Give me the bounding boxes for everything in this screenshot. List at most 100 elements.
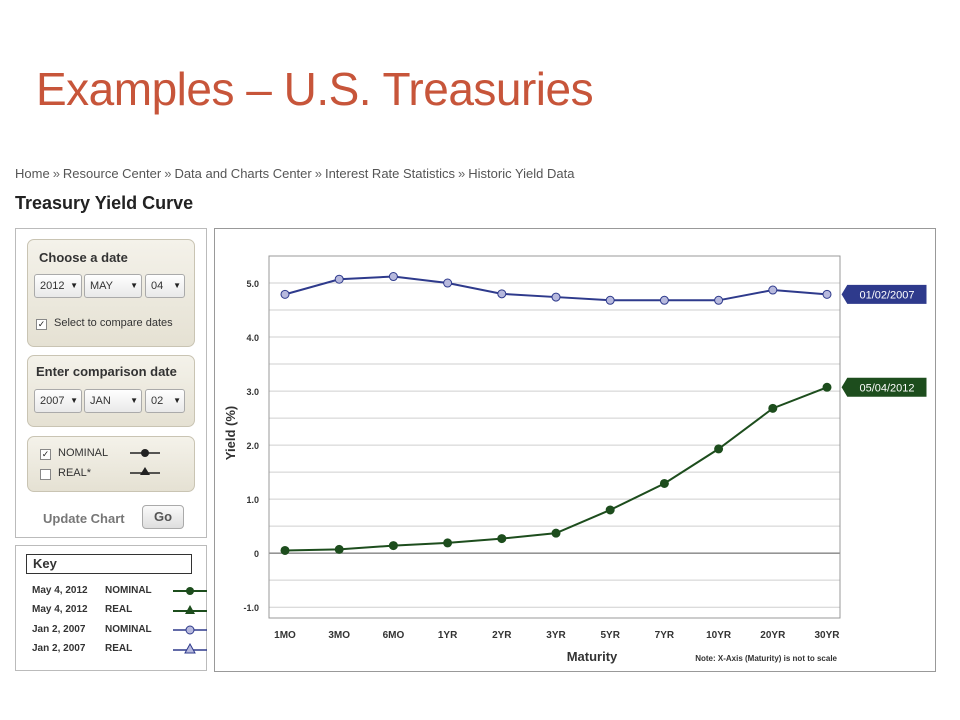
y-tick-label: 1.0 bbox=[246, 495, 259, 505]
chevron-down-icon: ▼ bbox=[130, 396, 138, 405]
go-button[interactable]: Go bbox=[142, 505, 184, 529]
x-tick-label: 3MO bbox=[328, 630, 350, 641]
yield-curve-chart: 5.0 4.0 3.0 2.0 1.0 0 -1.0 1MO 3MO 6MO 1YR 2YR 3YR 5Y… bbox=[214, 228, 936, 672]
data-point bbox=[822, 382, 832, 392]
x-tick-label: 3YR bbox=[546, 630, 566, 641]
x-tick-label: 30YR bbox=[814, 630, 840, 641]
yield-curve-svg: 5.0 4.0 3.0 2.0 1.0 0 -1.0 1MO 3MO 6MO 1YR 2YR 3YR 5Y… bbox=[223, 255, 928, 664]
data-point bbox=[497, 534, 507, 544]
triangle-open-marker-icon bbox=[173, 643, 207, 654]
day-select-value: 04 bbox=[151, 280, 164, 292]
chart-controls-panel: Choose a date 2012 ▼ MAY ▼ 04 ▼ ✓ Select… bbox=[15, 228, 207, 538]
x-tick-label: 10YR bbox=[706, 630, 732, 641]
real-checkbox[interactable] bbox=[40, 469, 51, 480]
breadcrumb-interest-rate-statistics[interactable]: Interest Rate Statistics bbox=[324, 166, 456, 181]
slide-title: Examples – U.S. Treasuries bbox=[36, 63, 594, 115]
nominal-checkbox[interactable]: ✓ bbox=[40, 449, 51, 460]
plot-area-border bbox=[268, 255, 841, 619]
breadcrumb-separator: » bbox=[314, 166, 322, 181]
comparison-day-select[interactable]: 02 ▼ bbox=[145, 389, 185, 413]
key-date: May 4, 2012 bbox=[32, 604, 88, 615]
y-tick-label: -1.0 bbox=[243, 603, 259, 613]
data-point bbox=[714, 295, 724, 305]
data-point bbox=[443, 278, 453, 288]
comparison-date-box: Enter comparison date 2007 ▼ JAN ▼ 02 ▼ bbox=[27, 355, 195, 427]
data-point bbox=[497, 289, 507, 299]
data-point bbox=[280, 545, 290, 555]
month-select[interactable]: MAY ▼ bbox=[84, 274, 142, 298]
chevron-down-icon: ▼ bbox=[70, 281, 78, 290]
circle-filled-marker-icon bbox=[173, 587, 207, 595]
data-point bbox=[334, 544, 344, 554]
y-tick-label: 4.0 bbox=[246, 333, 259, 343]
breadcrumb-separator: » bbox=[52, 166, 60, 181]
page-title: Treasury Yield Curve bbox=[15, 193, 194, 213]
key-type: REAL bbox=[105, 604, 133, 615]
breadcrumb: Home» Resource Center» Data and Charts Cen… bbox=[15, 166, 574, 181]
compare-dates-checkbox[interactable]: ✓ bbox=[36, 319, 47, 330]
x-tick-label: 20YR bbox=[760, 630, 786, 641]
data-point bbox=[388, 272, 398, 282]
chevron-down-icon: ▼ bbox=[70, 396, 78, 405]
data-point bbox=[443, 538, 453, 548]
x-tick-label: 1YR bbox=[438, 630, 458, 641]
key-date: Jan 2, 2007 bbox=[32, 643, 86, 654]
y-tick-label: 3.0 bbox=[246, 387, 259, 397]
chevron-down-icon: ▼ bbox=[130, 281, 138, 290]
series-flag-label: 05/04/2012 bbox=[859, 382, 914, 394]
breadcrumb-separator: » bbox=[164, 166, 172, 181]
breadcrumb-separator: » bbox=[458, 166, 466, 181]
comparison-month-select[interactable]: JAN ▼ bbox=[84, 389, 142, 413]
key-row: Jan 2, 2007 REAL bbox=[32, 643, 207, 657]
y-tick-label: 5.0 bbox=[246, 279, 259, 289]
comparison-month-value: JAN bbox=[90, 395, 111, 407]
comparison-year-select[interactable]: 2007 ▼ bbox=[34, 389, 82, 413]
choose-date-box: Choose a date 2012 ▼ MAY ▼ 04 ▼ ✓ Select… bbox=[27, 239, 195, 347]
series-flag-label: 01/02/2007 bbox=[859, 289, 914, 301]
compare-dates-label: Select to compare dates bbox=[54, 317, 173, 329]
key-row: Jan 2, 2007 NOMINAL bbox=[32, 624, 207, 638]
nominal-marker-icon bbox=[130, 449, 160, 457]
key-date: May 4, 2012 bbox=[32, 585, 88, 596]
y-tick-label: 0 bbox=[254, 549, 259, 559]
key-row: May 4, 2012 NOMINAL bbox=[32, 585, 207, 599]
x-tick-label: 6MO bbox=[383, 630, 405, 641]
data-point bbox=[551, 528, 561, 538]
data-point bbox=[768, 403, 778, 413]
day-select[interactable]: 04 ▼ bbox=[145, 274, 185, 298]
x-tick-label: 2YR bbox=[492, 630, 512, 641]
data-point bbox=[659, 478, 669, 488]
series-toggle-box: ✓ NOMINAL REAL* bbox=[27, 436, 195, 492]
circle-open-marker-icon bbox=[173, 625, 207, 635]
x-tick-label: 5YR bbox=[600, 630, 620, 641]
y-tick-label: 2.0 bbox=[246, 441, 259, 451]
year-select-value: 2012 bbox=[40, 280, 65, 292]
year-select[interactable]: 2012 ▼ bbox=[34, 274, 82, 298]
data-point bbox=[388, 541, 398, 551]
breadcrumb-data-charts-center[interactable]: Data and Charts Center bbox=[174, 166, 312, 181]
comparison-day-value: 02 bbox=[151, 395, 164, 407]
comparison-date-title: Enter comparison date bbox=[36, 364, 177, 379]
series-flag bbox=[840, 376, 928, 398]
key-type: NOMINAL bbox=[105, 585, 152, 596]
chevron-down-icon: ▼ bbox=[173, 281, 181, 290]
x-axis-note: Note: X-Axis (Maturity) is not to scale bbox=[695, 654, 837, 663]
nominal-label: NOMINAL bbox=[58, 447, 109, 459]
data-point bbox=[714, 444, 724, 454]
data-point bbox=[551, 292, 561, 302]
breadcrumb-current: Historic Yield Data bbox=[468, 166, 575, 181]
y-axis-label: Yield (%) bbox=[223, 406, 238, 460]
choose-date-title: Choose a date bbox=[39, 250, 128, 265]
breadcrumb-home[interactable]: Home bbox=[15, 166, 50, 181]
update-chart-label: Update Chart bbox=[43, 511, 125, 526]
series-flag bbox=[840, 283, 928, 305]
key-type: NOMINAL bbox=[105, 624, 152, 635]
x-tick-label: 1MO bbox=[274, 630, 296, 641]
breadcrumb-resource-center[interactable]: Resource Center bbox=[62, 166, 162, 181]
data-point bbox=[605, 505, 615, 515]
key-row: May 4, 2012 REAL bbox=[32, 604, 207, 618]
real-marker-icon bbox=[130, 467, 160, 475]
x-tick-label: 7YR bbox=[655, 630, 675, 641]
data-point bbox=[605, 295, 615, 305]
chevron-down-icon: ▼ bbox=[173, 396, 181, 405]
